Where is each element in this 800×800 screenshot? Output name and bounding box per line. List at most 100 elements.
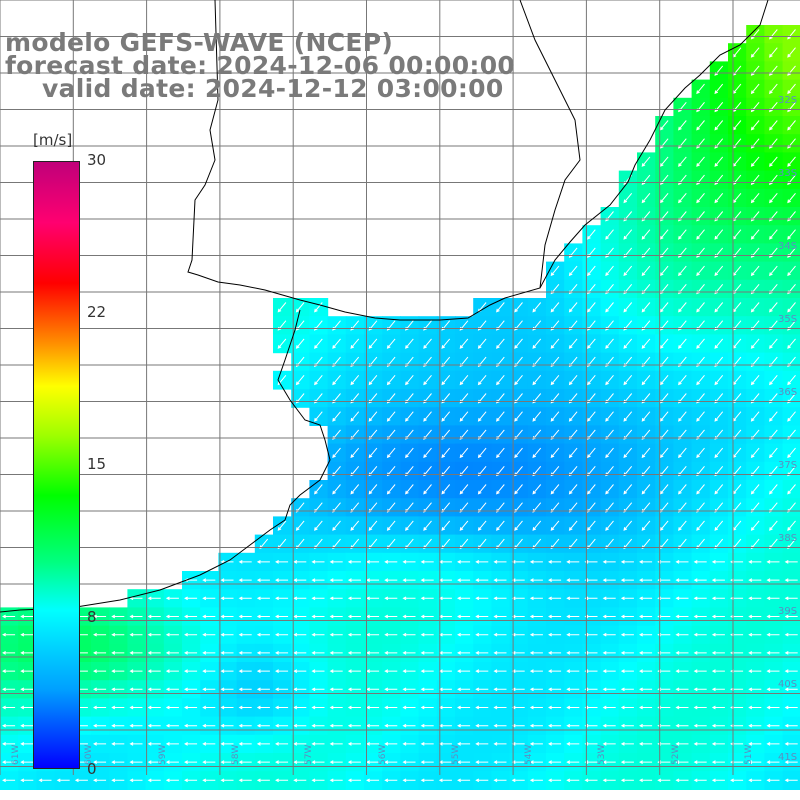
wind-arrow bbox=[787, 83, 796, 95]
wind-arrow bbox=[293, 578, 307, 582]
wind-arrow bbox=[602, 578, 616, 582]
wind-arrow bbox=[293, 742, 307, 746]
wind-arrow bbox=[550, 302, 560, 313]
wind-arrow bbox=[711, 778, 725, 783]
wind-arrow bbox=[693, 742, 707, 746]
wind-arrow bbox=[165, 614, 179, 619]
wind-arrow bbox=[784, 687, 798, 692]
wind-arrow bbox=[623, 374, 633, 386]
wind-arrow bbox=[620, 705, 634, 710]
wind-arrow bbox=[311, 723, 325, 728]
wind-arrow bbox=[386, 374, 396, 386]
wind-arrow bbox=[56, 778, 70, 783]
wind-arrow bbox=[496, 302, 505, 313]
wind-arrow bbox=[93, 614, 107, 619]
wind-arrow bbox=[696, 374, 705, 386]
wind-arrow bbox=[784, 760, 798, 764]
wind-arrow bbox=[711, 742, 725, 746]
wind-arrow bbox=[256, 705, 270, 710]
wind-arrow bbox=[311, 742, 325, 746]
wind-arrow bbox=[584, 651, 598, 655]
wind-arrow bbox=[493, 560, 507, 564]
wind-arrow bbox=[784, 632, 798, 637]
wind-arrow bbox=[366, 560, 380, 564]
wind-arrow bbox=[711, 578, 725, 582]
wind-arrow bbox=[639, 760, 653, 764]
wind-arrow bbox=[165, 669, 179, 673]
wind-arrow bbox=[514, 520, 523, 531]
wind-arrow bbox=[623, 520, 633, 531]
wind-arrow bbox=[750, 265, 760, 277]
wind-arrow bbox=[350, 484, 360, 495]
wind-arrow bbox=[750, 229, 760, 240]
wind-arrow bbox=[111, 669, 125, 673]
wind-arrow bbox=[678, 411, 687, 422]
wind-arrow bbox=[20, 651, 34, 655]
wind-arrow bbox=[93, 632, 107, 637]
wind-arrow bbox=[256, 778, 270, 783]
wind-arrow bbox=[696, 229, 705, 240]
wind-arrow bbox=[659, 520, 669, 531]
wind-arrow bbox=[639, 723, 653, 728]
wind-arrow bbox=[587, 447, 596, 459]
wind-arrow bbox=[147, 651, 161, 655]
latitude-label: 32S bbox=[778, 95, 797, 106]
wind-arrow bbox=[420, 723, 434, 728]
wind-arrow bbox=[493, 760, 507, 764]
wind-arrow bbox=[93, 651, 107, 655]
wind-arrow bbox=[238, 578, 252, 582]
wind-arrow bbox=[256, 651, 270, 655]
wind-arrow bbox=[711, 651, 725, 655]
wind-arrow bbox=[566, 560, 580, 564]
forecast-date: forecast date: 2024-12-06 00:00:00 bbox=[5, 51, 516, 80]
wind-arrow bbox=[256, 669, 270, 673]
wind-arrow bbox=[769, 229, 778, 240]
wind-arrow bbox=[696, 338, 705, 349]
wind-arrow bbox=[420, 651, 434, 655]
wind-arrow bbox=[750, 374, 760, 386]
wind-arrow bbox=[602, 723, 616, 728]
wind-arrow bbox=[529, 687, 543, 692]
wind-arrow bbox=[584, 705, 598, 710]
wind-arrow bbox=[693, 723, 707, 728]
wind-arrow bbox=[678, 229, 687, 240]
wind-arrow bbox=[332, 411, 341, 422]
wind-arrow bbox=[766, 578, 780, 582]
wind-arrow bbox=[184, 614, 198, 619]
wind-arrow bbox=[293, 560, 307, 564]
wind-arrow bbox=[693, 596, 707, 601]
wind-arrow bbox=[366, 760, 380, 764]
wind-arrow bbox=[675, 705, 689, 710]
wind-arrow bbox=[350, 520, 360, 531]
wind-arrow bbox=[475, 687, 489, 692]
wind-arrow bbox=[402, 632, 416, 637]
wind-arrow bbox=[766, 760, 780, 764]
wind-arrow bbox=[568, 338, 578, 349]
wind-arrow bbox=[384, 760, 398, 764]
wind-arrow bbox=[605, 411, 614, 422]
wind-arrow bbox=[238, 614, 252, 619]
wind-arrow bbox=[384, 560, 398, 564]
wind-arrow bbox=[750, 120, 760, 131]
wind-arrow bbox=[623, 411, 633, 422]
wind-arrow bbox=[202, 578, 216, 582]
wind-arrow bbox=[256, 742, 270, 746]
wind-arrow bbox=[602, 632, 616, 637]
wind-arrow bbox=[475, 705, 489, 710]
longitude-labels: 61W 60W 59W 58W 57W 56W 55W 54W 53W 52W 51W bbox=[11, 745, 754, 765]
wind-arrow bbox=[384, 669, 398, 673]
wind-arrow bbox=[587, 338, 596, 349]
wind-arrow bbox=[659, 302, 669, 313]
wind-arrow bbox=[678, 192, 687, 204]
wind-arrow bbox=[529, 669, 543, 673]
wind-arrow bbox=[584, 687, 598, 692]
wind-arrow bbox=[165, 651, 179, 655]
wind-arrow bbox=[714, 520, 724, 531]
wind-arrow bbox=[475, 614, 489, 619]
wind-arrow bbox=[129, 778, 143, 783]
wind-arrow bbox=[678, 302, 687, 313]
wind-arrow bbox=[457, 723, 471, 728]
wind-arrow bbox=[639, 614, 653, 619]
wind-arrow bbox=[748, 669, 762, 673]
wind-arrow bbox=[402, 723, 416, 728]
